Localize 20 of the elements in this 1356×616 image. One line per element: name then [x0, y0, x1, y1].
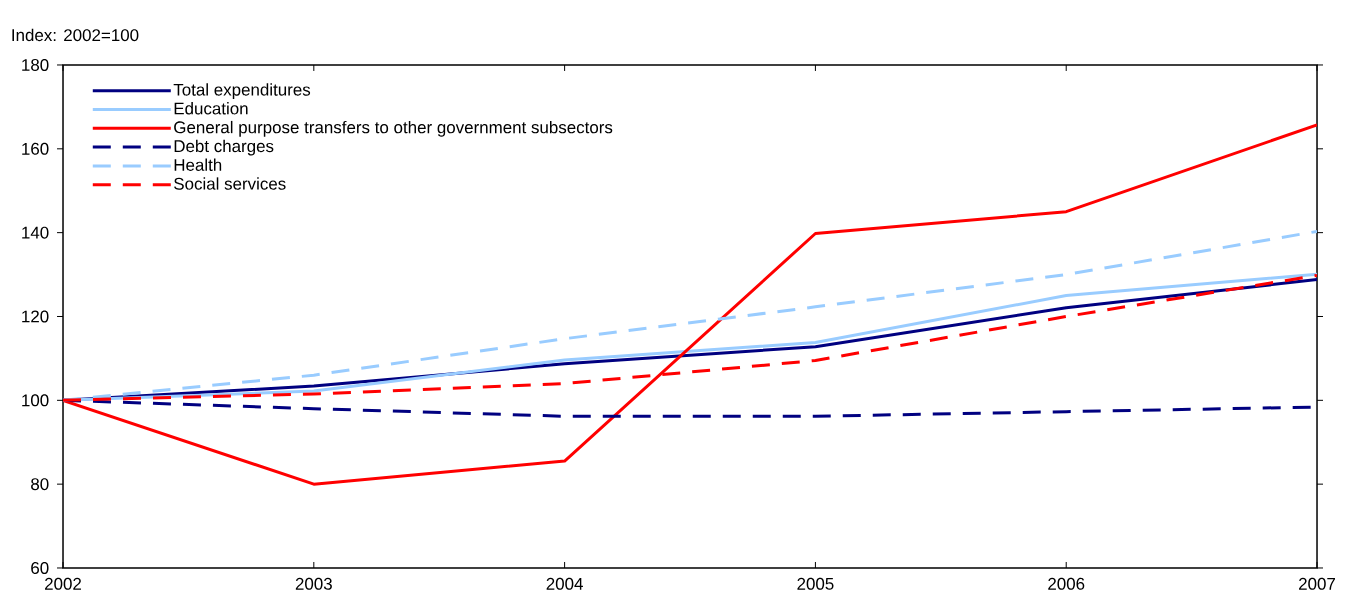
legend-label: Social services — [174, 177, 286, 190]
y-tick-label: 80 — [31, 478, 49, 491]
legend-label: General purpose transfers to other government subsectors — [174, 120, 613, 137]
legend-label: Debt charges — [174, 139, 274, 156]
y-tick-label: 60 — [31, 561, 49, 574]
y-tick-label: 120 — [22, 310, 49, 323]
x-tick-label: 2002 — [45, 577, 81, 590]
y-tick-label: 180 — [22, 58, 49, 71]
x-tick-label: 2005 — [797, 577, 834, 590]
legend-label: Education — [174, 102, 248, 115]
x-tick-label: 2007 — [1299, 577, 1335, 590]
y-tick-label: 100 — [22, 394, 49, 407]
legend-label: Health — [174, 158, 222, 171]
x-tick-label: 2004 — [546, 577, 583, 590]
y-tick-label: 140 — [22, 226, 49, 239]
legend-label: Total expenditures — [173, 83, 311, 100]
y-axis-title: Index: 2002=100 — [12, 28, 139, 42]
x-tick-label: 2006 — [1048, 577, 1085, 590]
y-tick-label: 160 — [22, 142, 49, 155]
x-tick-label: 2003 — [295, 577, 332, 590]
